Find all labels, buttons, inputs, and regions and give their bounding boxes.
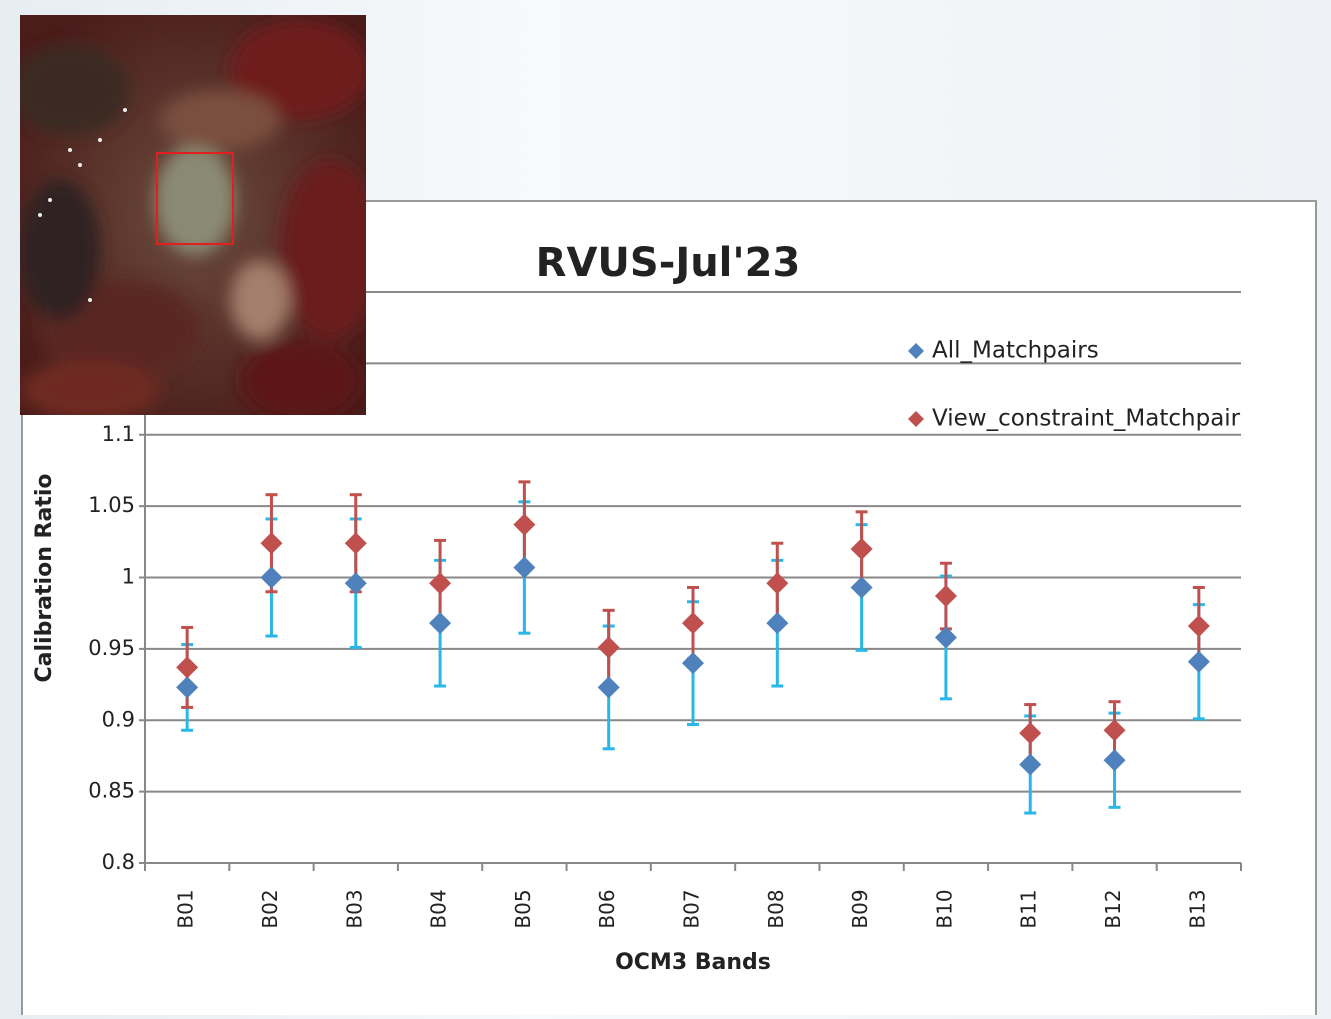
x-tick-label: B02 bbox=[258, 889, 282, 928]
x-tick-label: B07 bbox=[680, 889, 704, 928]
y-tick-label: 0.8 bbox=[102, 850, 135, 874]
y-tick-label: 1.05 bbox=[88, 493, 135, 517]
y-tick-label: 1.1 bbox=[102, 422, 135, 446]
chart: RVUS-Jul'23 OCM3 Bands Calibration Ratio… bbox=[0, 0, 1331, 1015]
page: RVUS-Jul'23 OCM3 Bands Calibration Ratio… bbox=[0, 0, 1331, 1015]
x-tick-label: B10 bbox=[932, 889, 956, 928]
x-tick-label: B06 bbox=[595, 889, 619, 928]
x-tick-label: B08 bbox=[764, 889, 788, 928]
y-axis-label: Calibration Ratio bbox=[32, 474, 57, 683]
x-tick-label: B13 bbox=[1185, 889, 1209, 928]
y-tick-label: 0.85 bbox=[88, 779, 135, 803]
x-tick-label: B11 bbox=[1017, 889, 1041, 928]
chart-title: RVUS-Jul'23 bbox=[536, 240, 801, 286]
y-tick-label: 0.9 bbox=[102, 707, 135, 731]
y-tick-label: 0.95 bbox=[88, 636, 135, 660]
x-axis-label: OCM3 Bands bbox=[615, 950, 771, 975]
x-tick-label: B12 bbox=[1101, 889, 1125, 928]
x-tick-label: B03 bbox=[342, 889, 366, 928]
legend-label: All_Matchpairs bbox=[932, 338, 1099, 364]
x-tick-label: B01 bbox=[174, 889, 198, 928]
legend-label: View_constraint_Matchpair bbox=[932, 406, 1241, 432]
y-tick-label: 1 bbox=[122, 565, 135, 589]
x-tick-label: B04 bbox=[427, 889, 451, 928]
x-tick-label: B05 bbox=[511, 889, 535, 928]
x-tick-label: B09 bbox=[848, 889, 872, 928]
satellite-inset bbox=[10, 15, 380, 420]
